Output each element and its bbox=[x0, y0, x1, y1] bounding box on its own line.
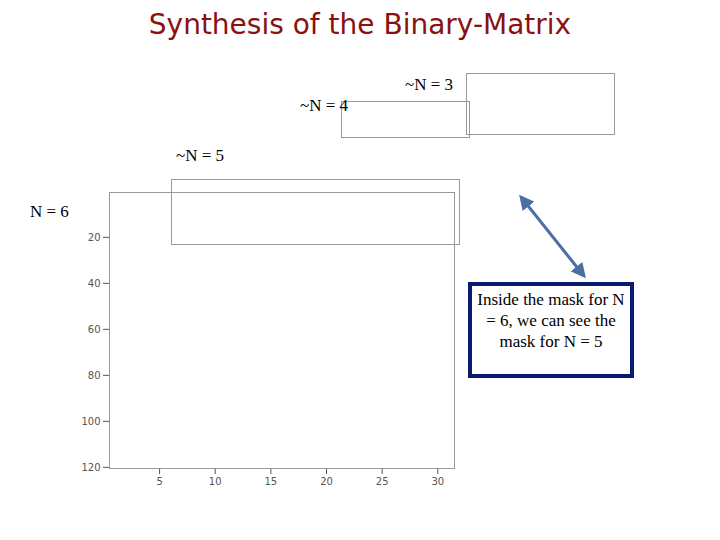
svg-text:120: 120 bbox=[81, 462, 100, 473]
html-text:Synthesis of the Binary-Matrix: Synthesis of the Binary-Matrix bbox=[148, 8, 572, 41]
svg-text:100: 100 bbox=[81, 416, 100, 427]
svg-text:80: 80 bbox=[88, 370, 101, 381]
svg-text:60: 60 bbox=[88, 324, 101, 335]
svg-text:30: 30 bbox=[431, 476, 444, 487]
svg-text:5: 5 bbox=[156, 476, 162, 487]
html-text:N = 6: N = 6 bbox=[30, 202, 69, 221]
html-text:~N = 4: ~N = 4 bbox=[300, 96, 349, 115]
html-text:~N = 3: ~N = 3 bbox=[405, 75, 454, 94]
svg-text:25: 25 bbox=[376, 476, 389, 487]
html-text:Inside the mask for N = 6, we: Inside the mask for N = 6, we can see th… bbox=[477, 290, 625, 351]
svg-text:10: 10 bbox=[209, 476, 222, 487]
svg-text:20: 20 bbox=[320, 476, 333, 487]
svg-text:20: 20 bbox=[88, 232, 101, 243]
svg-text:15: 15 bbox=[265, 476, 278, 487]
svg-text:40: 40 bbox=[88, 278, 101, 289]
html-text:~N = 5: ~N = 5 bbox=[176, 146, 225, 165]
